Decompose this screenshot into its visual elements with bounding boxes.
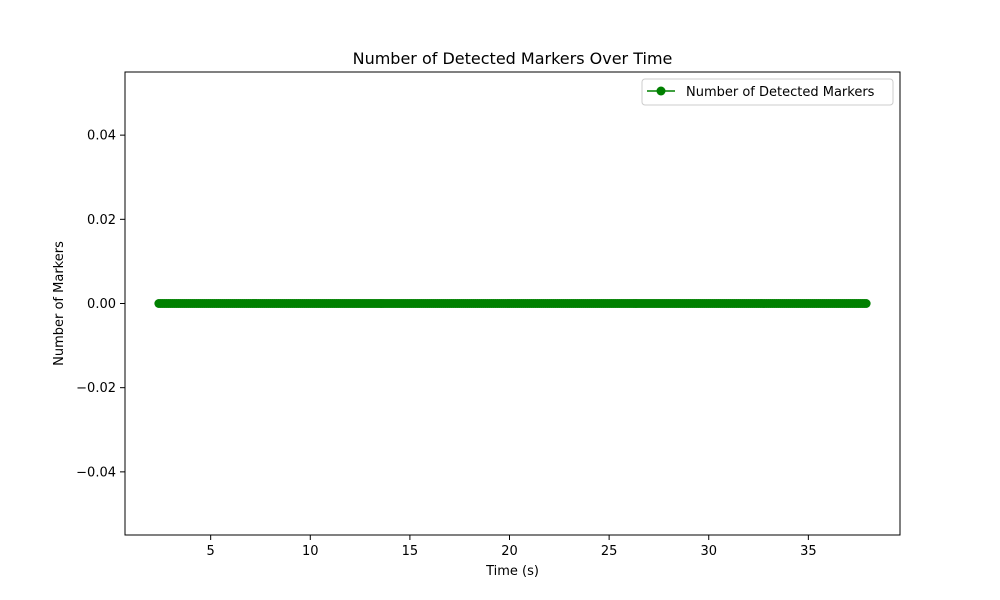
x-tick-label: 25	[601, 544, 618, 559]
chart-title: Number of Detected Markers Over Time	[353, 49, 673, 68]
legend-box	[641, 78, 894, 106]
y-tick-label: −0.02	[76, 381, 116, 396]
y-tick-label: 0.04	[87, 129, 116, 144]
legend-label: Number of Detected Markers	[686, 85, 875, 100]
x-tick-label: 5	[207, 544, 215, 559]
data-point	[861, 299, 871, 308]
y-tick-label: 0.00	[87, 297, 116, 312]
x-axis-label: Time (s)	[485, 564, 539, 579]
legend: Number of Detected Markers	[641, 78, 894, 106]
y-axis-label: Number of Markers	[52, 241, 67, 366]
y-tick-label: −0.04	[76, 465, 116, 480]
x-tick-label: 10	[302, 544, 319, 559]
x-tick-label: 35	[800, 544, 817, 559]
series-layer	[154, 299, 871, 308]
x-axis-ticks: 5 10 15 20 25 30 35	[207, 535, 817, 559]
y-axis-ticks: 0.04 0.02 0.00 −0.02 −0.04	[76, 129, 125, 480]
legend-marker-swatch	[656, 86, 666, 96]
x-tick-label: 20	[501, 544, 518, 559]
y-tick-label: 0.02	[87, 213, 116, 228]
x-tick-label: 30	[700, 544, 717, 559]
x-tick-label: 15	[402, 544, 419, 559]
